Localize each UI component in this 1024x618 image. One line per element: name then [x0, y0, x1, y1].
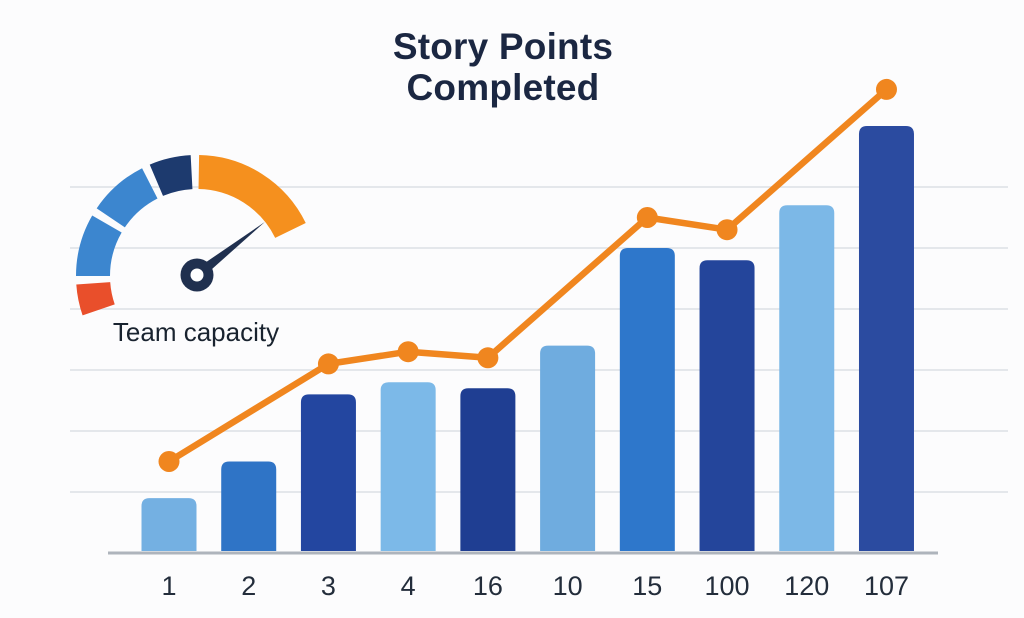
bar [141, 498, 197, 551]
gauge-icon [76, 155, 306, 316]
gauge-segment-light-blue-zone-2 [96, 168, 159, 228]
x-axis-label: 2 [241, 571, 256, 601]
x-axis-label: 107 [864, 571, 909, 601]
trend-point-marker [477, 347, 499, 369]
gauge-label: Team capacity [112, 317, 280, 347]
bar [699, 260, 755, 551]
bar [619, 248, 675, 551]
gauge-hub-center [190, 268, 204, 282]
x-axis-label: 120 [784, 571, 829, 601]
trend-point-marker [716, 219, 738, 241]
bar [540, 345, 596, 551]
title-line-1: Story Points [392, 26, 614, 67]
x-axis-label: 100 [705, 571, 750, 601]
title-line-2: Completed [406, 67, 600, 108]
gauge-needle [193, 222, 265, 280]
bar [858, 126, 914, 551]
page-title: Story Points Completed [203, 26, 803, 108]
x-axis-label: 16 [473, 571, 503, 601]
trend-line-path [165, 86, 890, 465]
x-axis-label: 4 [401, 571, 416, 601]
trend-line-group [158, 78, 897, 472]
gauge-segment-red-zone [76, 281, 115, 316]
bar [221, 461, 277, 551]
trend-point-marker [397, 341, 419, 363]
bars-group [141, 126, 914, 552]
x-axis-label: 3 [321, 571, 336, 601]
bar [300, 394, 356, 551]
bar [380, 382, 436, 551]
bar [779, 205, 835, 552]
x-axis-label: 15 [632, 571, 662, 601]
gauge-segment-light-blue-zone-1 [76, 215, 122, 277]
trend-point-marker [636, 207, 658, 228]
trend-point-marker [875, 78, 897, 100]
gauge-segment-navy-zone [149, 155, 194, 197]
x-axis-label: 10 [553, 571, 583, 601]
trend-point-marker [317, 353, 339, 375]
x-axis-label: 1 [161, 571, 176, 601]
bar [460, 388, 516, 551]
x-labels-group: 1 2 3 4 16 10 15 100 120 107 [161, 571, 909, 601]
trend-point-marker [158, 451, 180, 472]
gauge-segment-orange-zone [197, 155, 306, 239]
